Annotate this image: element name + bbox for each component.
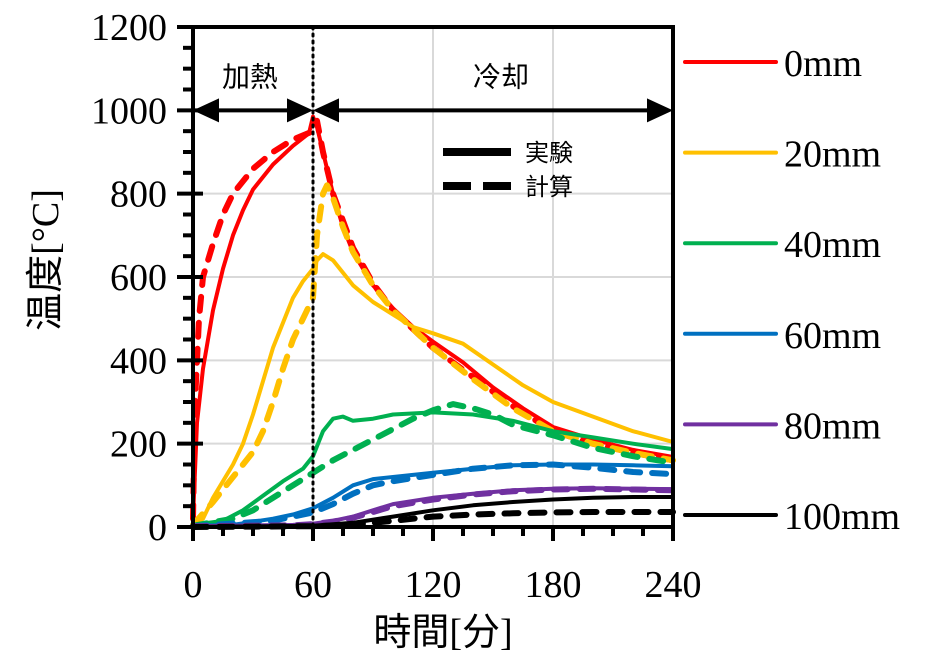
legend-label-80mm: 80mm [784, 405, 881, 447]
y-axis-title: 温度[°C] [25, 189, 67, 331]
legend-label-20mm: 20mm [784, 134, 881, 176]
series-line-20mm-calc [190, 182, 676, 528]
x-tick-label: 180 [525, 564, 582, 606]
phase-annotations: 加熱 冷却 [193, 60, 673, 123]
y-tick-label: 200 [110, 424, 167, 466]
y-tick-label: 600 [110, 257, 167, 299]
style-legend-label: 計算 [525, 173, 573, 201]
series-line-100mm-exp [191, 495, 675, 529]
series-legend: 0mm 20mm 40mm 60mm 80mm 100mm [683, 43, 900, 538]
x-tick-label: 240 [645, 564, 702, 606]
series-line-80mm-calc [190, 485, 676, 530]
y-tick-label: 400 [110, 340, 167, 382]
y-tick-label: 800 [110, 174, 167, 216]
x-axis-title: 時間[分] [373, 612, 512, 654]
arrow-right-icon [287, 98, 313, 123]
legend-label-40mm: 40mm [784, 224, 881, 266]
axis-ticks: 0 200 400 600 800 1000 1200 0 60 120 180 240 [91, 7, 702, 606]
arrow-left-icon [193, 98, 219, 123]
series-line-20mm-exp [191, 252, 675, 527]
series-line-60mm-calc [190, 461, 676, 530]
phase-label: 冷却 [473, 60, 529, 93]
y-tick-label: 1200 [91, 7, 167, 49]
legend-label-60mm: 60mm [784, 315, 881, 357]
series-line-40mm-calc [190, 401, 676, 529]
x-tick-label: 60 [294, 564, 332, 606]
y-tick-label: 1000 [91, 90, 167, 132]
series-line-40mm-exp [191, 410, 675, 527]
style-legend-label: 実験 [525, 139, 573, 167]
arrow-right-icon [647, 98, 673, 123]
legend-label-100mm: 100mm [784, 496, 900, 538]
legend-label-0mm: 0mm [784, 43, 862, 85]
x-tick-label: 0 [184, 564, 203, 606]
arrow-left-icon [313, 98, 339, 123]
phase-label: 加熱 [222, 60, 278, 93]
y-tick-label: 0 [148, 507, 167, 549]
x-tick-label: 120 [405, 564, 462, 606]
